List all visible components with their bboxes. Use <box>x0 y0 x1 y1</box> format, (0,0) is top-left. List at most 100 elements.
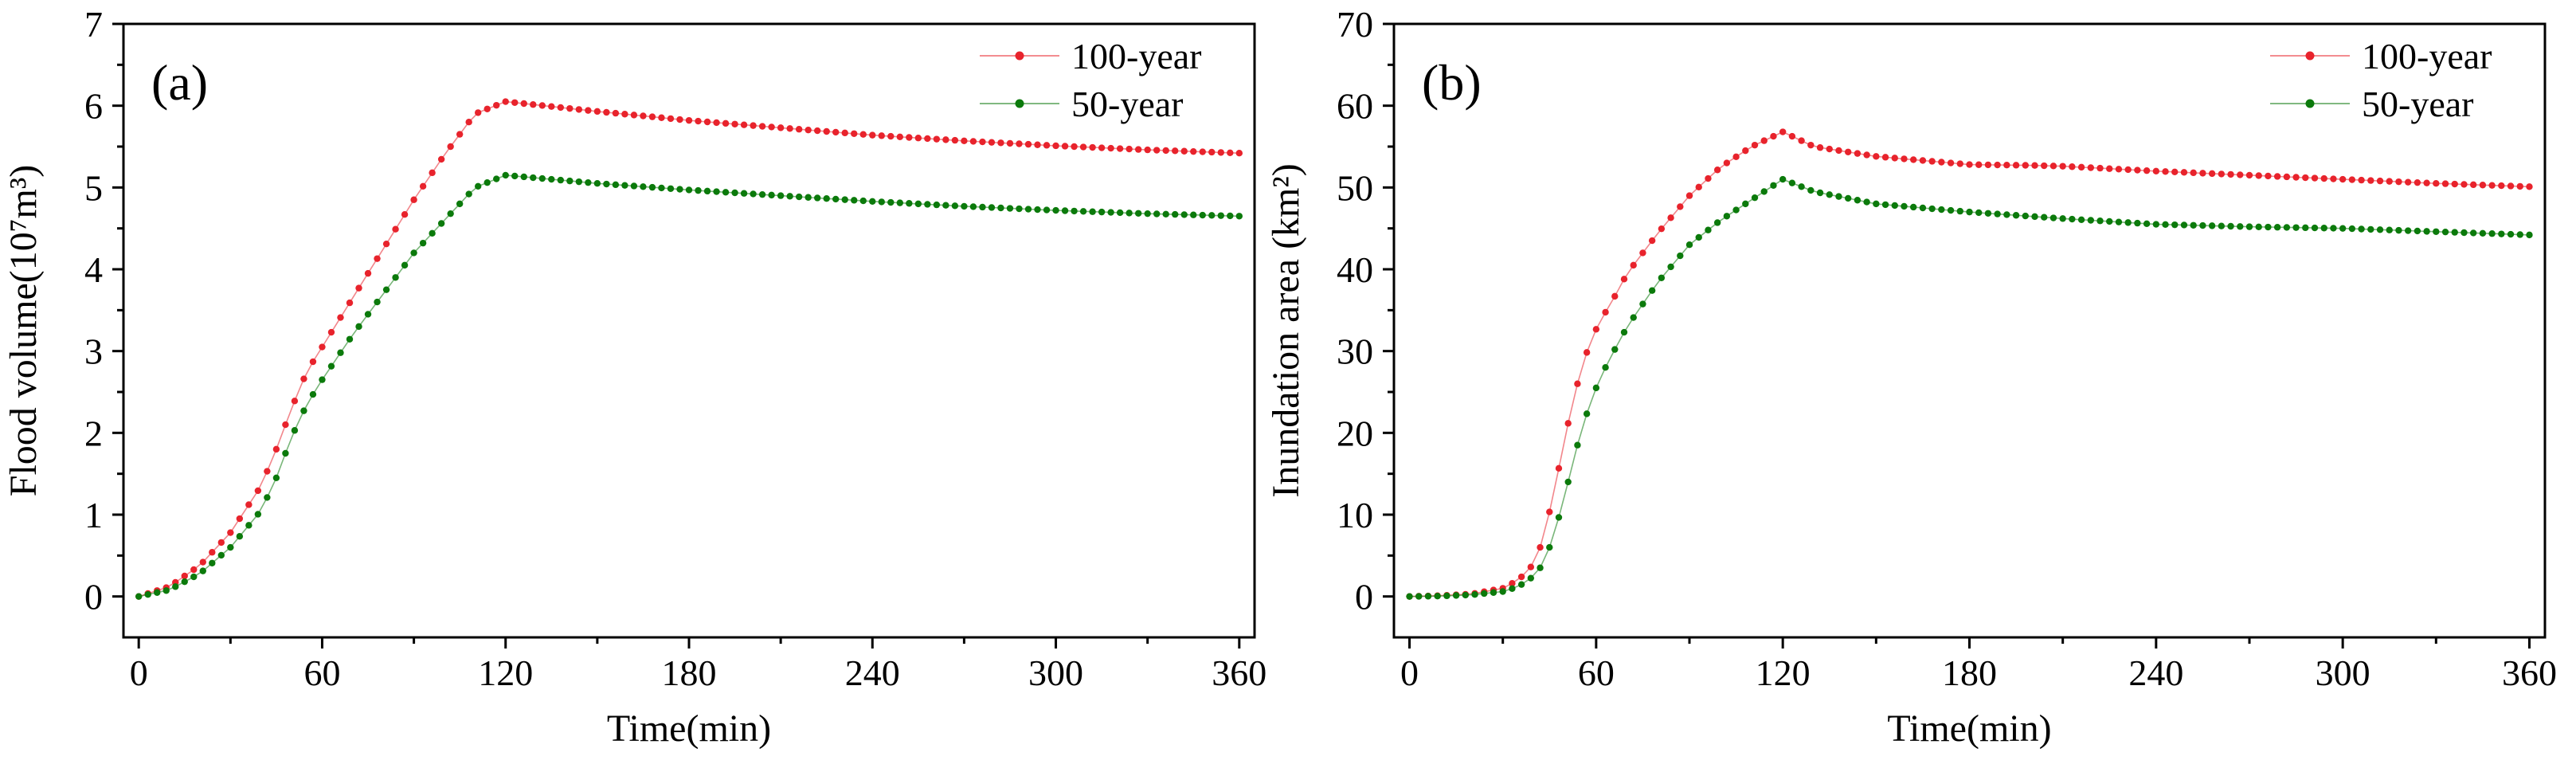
data-point <box>1863 198 1870 206</box>
data-point <box>557 176 565 184</box>
data-point <box>750 190 757 198</box>
data-point <box>291 427 299 434</box>
data-point <box>640 183 647 190</box>
data-point <box>217 551 225 559</box>
data-point <box>722 189 730 196</box>
data-point <box>2404 227 2412 234</box>
data-point <box>2273 224 2281 231</box>
data-point <box>254 511 262 518</box>
data-point <box>410 196 417 203</box>
data-point <box>2022 162 2029 169</box>
data-point <box>1016 205 1023 213</box>
data-point <box>1180 147 1188 155</box>
data-point <box>1583 349 1591 356</box>
data-point <box>2461 229 2468 237</box>
data-point <box>2376 177 2384 185</box>
data-point <box>685 186 693 194</box>
y-tick-label: 10 <box>1337 495 1373 535</box>
data-point <box>988 204 996 211</box>
x-tick-label: 180 <box>1942 652 1997 693</box>
data-point <box>1098 144 1106 151</box>
data-point <box>2292 174 2300 181</box>
data-point <box>2049 163 2057 170</box>
data-point <box>1517 573 1525 581</box>
data-point <box>2124 166 2132 174</box>
data-point <box>309 390 317 398</box>
legend-label: 50-year <box>2362 84 2473 124</box>
data-point <box>1667 214 1674 221</box>
data-point <box>199 558 206 566</box>
y-tick-label: 2 <box>84 413 103 453</box>
data-point <box>676 116 683 123</box>
data-point <box>740 121 748 128</box>
x-tick-label: 300 <box>2316 652 2370 693</box>
data-point <box>593 108 601 116</box>
data-point <box>300 407 307 414</box>
data-point <box>1854 197 1862 204</box>
data-point <box>309 358 317 366</box>
y-tick-label: 30 <box>1337 331 1373 372</box>
data-point <box>621 111 628 118</box>
data-point <box>1648 237 1656 245</box>
data-point <box>2339 175 2347 183</box>
data-point <box>181 578 188 586</box>
data-point <box>1910 203 1917 211</box>
data-point <box>1863 151 1870 159</box>
data-point <box>2218 170 2226 178</box>
data-point <box>2190 221 2197 229</box>
data-point <box>429 229 436 237</box>
data-point <box>2320 174 2327 182</box>
data-point <box>603 108 610 116</box>
data-point <box>566 177 574 185</box>
data-point <box>2031 213 2038 221</box>
data-point <box>648 183 656 191</box>
data-point <box>1098 208 1106 216</box>
data-point <box>2152 167 2160 174</box>
data-point <box>538 174 546 182</box>
data-point <box>1199 211 1206 219</box>
data-point <box>2488 182 2496 189</box>
data-point <box>575 178 583 186</box>
data-point <box>786 193 793 200</box>
data-point <box>1630 261 1637 269</box>
data-point <box>1770 132 1777 140</box>
data-point <box>1061 143 1069 150</box>
data-point <box>548 175 555 183</box>
legend-marker <box>2305 51 2315 61</box>
data-point <box>1732 206 1740 214</box>
data-point <box>282 421 289 429</box>
data-point <box>2451 229 2458 236</box>
data-point <box>1984 161 1992 169</box>
data-point <box>1788 132 1796 140</box>
data-point <box>1107 209 1114 216</box>
y-tick-label: 0 <box>84 577 103 617</box>
data-point <box>2096 217 2104 225</box>
data-point <box>319 343 326 351</box>
data-point <box>2227 170 2234 178</box>
data-point <box>245 501 253 508</box>
data-point <box>236 533 244 540</box>
data-point <box>1227 149 1234 157</box>
data-point <box>190 573 198 581</box>
data-point <box>2180 169 2188 176</box>
data-point <box>1630 314 1637 321</box>
data-point <box>1901 202 1908 210</box>
data-point <box>1537 564 1544 571</box>
data-point <box>1079 143 1087 151</box>
data-point <box>1620 328 1628 336</box>
legend-label: 100-year <box>1071 36 1201 76</box>
data-point <box>612 181 620 189</box>
data-point <box>1052 206 1059 214</box>
data-point <box>1723 159 1731 167</box>
data-point <box>805 126 812 134</box>
data-point <box>1975 209 1983 217</box>
data-point <box>1227 212 1234 220</box>
data-point <box>1788 179 1796 186</box>
data-point <box>447 210 454 217</box>
data-point <box>502 98 509 105</box>
data-point <box>1705 174 1712 182</box>
data-point <box>2283 224 2291 231</box>
data-point <box>2180 221 2188 229</box>
data-point <box>658 184 665 192</box>
y-tick-label: 4 <box>84 249 103 290</box>
